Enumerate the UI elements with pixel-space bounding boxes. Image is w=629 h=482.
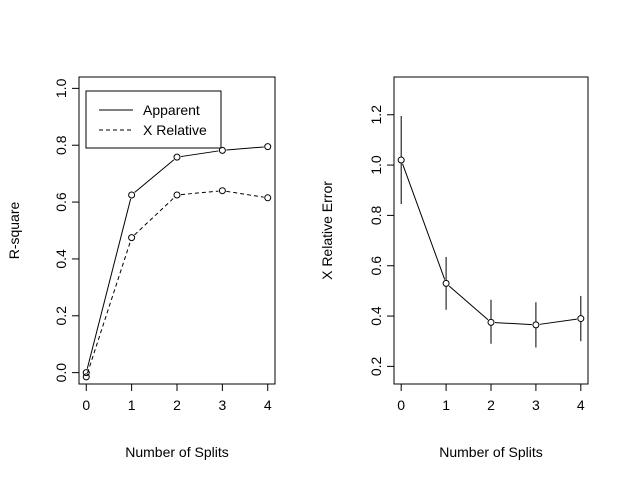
data-point	[487, 318, 495, 326]
y-tick-label: 1.0	[53, 78, 69, 98]
data-point	[577, 315, 585, 323]
relative-error-panel: 0 1 2 3 4 0.2 0.4 0.6 0.8 1.0 1.2 Number of Splits X…	[319, 76, 589, 460]
data-point	[173, 153, 181, 161]
x-tick-label: 3	[532, 397, 540, 413]
data-point	[128, 234, 136, 242]
series-segment	[87, 241, 131, 374]
r-square-panel: 0 1 2 3 4 0.0 0.2 0.4 0.6 0.8 1.0 Number of Splits R…	[6, 76, 276, 460]
series-segment	[134, 159, 175, 193]
legend-label: Apparent	[143, 102, 200, 118]
series-segment	[180, 150, 219, 158]
data-point	[173, 191, 181, 199]
series-segment	[226, 146, 264, 151]
x-axis-label: Number of Splits	[125, 444, 228, 460]
data-point	[397, 156, 405, 164]
data-point	[442, 279, 450, 287]
series-segment	[448, 285, 489, 321]
y-tick-label: 0.4	[53, 249, 69, 269]
series-segment	[134, 197, 175, 236]
y-tick-label: 0.2	[53, 306, 69, 326]
data-point	[82, 373, 90, 381]
data-point	[82, 369, 90, 377]
series-segment	[539, 318, 577, 325]
legend: Apparent X Relative	[85, 90, 222, 149]
x-tick-label: 1	[442, 397, 450, 413]
y-tick-label: 0.0	[53, 363, 69, 383]
legend-box	[85, 90, 222, 149]
series-segment	[86, 198, 132, 369]
y-tick-label: 1.2	[368, 105, 384, 125]
data-point	[264, 194, 272, 202]
x-tick-label: 0	[82, 397, 90, 413]
x-tick-label: 4	[577, 397, 585, 413]
series-segment	[226, 190, 264, 198]
y-axis-label: X Relative Error	[319, 181, 335, 280]
y-tick-label: 0.8	[368, 205, 384, 225]
x-tick-label: 2	[487, 397, 495, 413]
data-point	[128, 191, 136, 199]
data-point	[218, 187, 226, 195]
x-tick-label: 3	[218, 397, 226, 413]
x-tick-label: 2	[173, 397, 181, 413]
y-axis-label: R-square	[6, 202, 22, 260]
series-segment	[402, 163, 446, 280]
y-tick-label: 0.8	[53, 135, 69, 155]
x-tick-label: 0	[397, 397, 405, 413]
series-segment	[494, 322, 532, 326]
y-tick-label: 0.6	[368, 256, 384, 276]
data-point	[218, 146, 226, 154]
data-point	[264, 143, 272, 151]
x-tick-label: 4	[264, 397, 272, 413]
y-tick-label: 0.4	[368, 306, 384, 326]
x-axis-label: Number of Splits	[439, 444, 542, 460]
y-tick-label: 0.6	[53, 192, 69, 212]
x-tick-label: 1	[128, 397, 136, 413]
data-point	[532, 321, 540, 329]
series-segment	[180, 190, 219, 196]
y-tick-label: 0.2	[368, 356, 384, 376]
legend-label: X Relative	[143, 122, 207, 138]
y-tick-label: 1.0	[368, 155, 384, 175]
